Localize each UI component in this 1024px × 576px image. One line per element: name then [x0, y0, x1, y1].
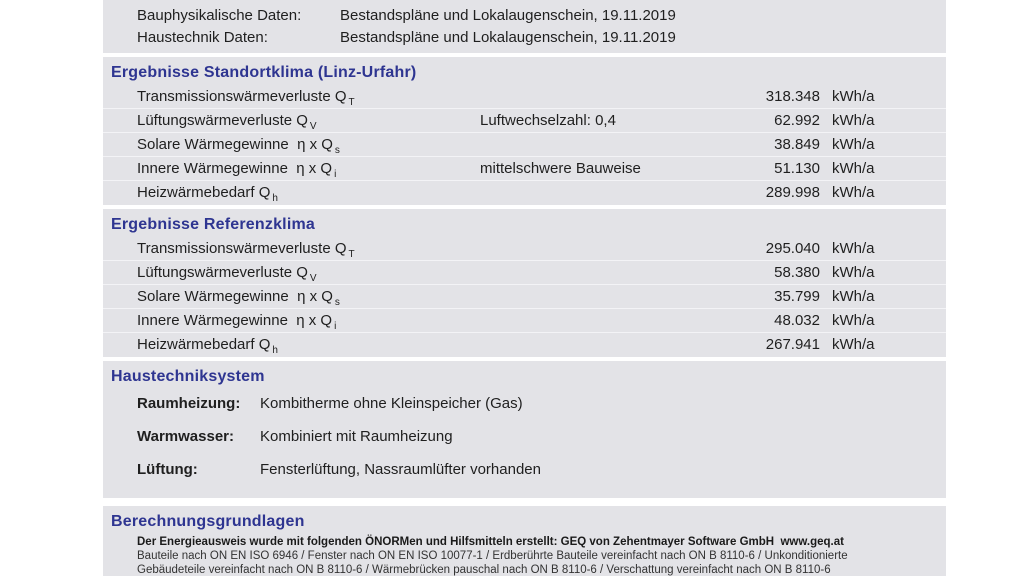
meta-row: Haustechnik Daten: Bestandspläne und Lok…	[103, 27, 946, 49]
row-value: 318.348	[765, 88, 820, 105]
row-unit: kWh/a	[832, 288, 875, 305]
row-unit: kWh/a	[832, 264, 875, 281]
row-unit: kWh/a	[832, 240, 875, 257]
row-subscript: V	[309, 121, 317, 132]
row-unit: kWh/a	[832, 136, 875, 153]
row-unit: kWh/a	[832, 88, 875, 105]
row-subscript: s	[334, 145, 340, 156]
row-value: 58.380	[774, 264, 820, 281]
haustechnik-row: Lüftung: Fensterlüftung, Nassraumlüfter …	[103, 455, 946, 488]
section-referenzklima: Ergebnisse Referenzklima Transmissionswä…	[103, 209, 946, 357]
row-subscript: i	[334, 169, 337, 180]
row-label: Innere Wärmegewinne η x Q	[137, 312, 333, 329]
berechnung-norm-line: Gebäudeteile vereinfacht nach ON B 8110-…	[137, 563, 831, 576]
row-label: Transmissionswärmeverluste Q	[137, 88, 347, 105]
row-value: 289.998	[765, 184, 820, 201]
row-value: 62.992	[774, 112, 820, 129]
berechnung-tools-line: Der Energieausweis wurde mit folgenden Ö…	[137, 536, 844, 548]
section-title-referenzklima: Ergebnisse Referenzklima	[111, 216, 315, 233]
row-subscript: h	[272, 345, 278, 356]
row-label: Heizwärmebedarf Q	[137, 336, 271, 353]
meta-label: Haustechnik Daten:	[137, 29, 268, 46]
row-unit: kWh/a	[832, 312, 875, 329]
haustechnik-row: Warmwasser: Kombiniert mit Raumheizung	[103, 422, 946, 455]
row-label: Lüftungswärmeverluste Q	[137, 112, 308, 129]
row-label: Solare Wärmegewinne η x Q	[137, 136, 333, 153]
row-value: 51.130	[774, 160, 820, 177]
row-note: mittelschwere Bauweise	[480, 160, 641, 177]
section-title-standortklima: Ergebnisse Standortklima (Linz-Urfahr)	[111, 64, 417, 81]
row-subscript: T	[348, 249, 355, 260]
row-value: 267.941	[765, 336, 820, 353]
section-title-haustechniksystem: Haustechniksystem	[111, 368, 265, 385]
section-berechnungsgrundlagen: Berechnungsgrundlagen Der Energieausweis…	[103, 506, 946, 576]
haustechnik-row: Raumheizung: Kombitherme ohne Kleinspeic…	[103, 389, 946, 422]
row-subscript: h	[272, 193, 278, 204]
section-datenquellen: Bauphysikalische Daten: Bestandspläne un…	[103, 0, 946, 53]
row-value: 295.040	[765, 240, 820, 257]
document-content: Bauphysikalische Daten: Bestandspläne un…	[103, 0, 946, 576]
row-unit: kWh/a	[832, 112, 875, 129]
haustechnik-label: Warmwasser:	[137, 428, 234, 445]
row-subscript: T	[348, 97, 355, 108]
row-label: Innere Wärmegewinne η x Q	[137, 160, 333, 177]
section-haustechniksystem: Haustechniksystem Raumheizung: Kombither…	[103, 361, 946, 498]
row-value: 35.799	[774, 288, 820, 305]
haustechnik-value: Kombitherme ohne Kleinspeicher (Gas)	[260, 395, 523, 412]
haustechnik-label: Raumheizung:	[137, 395, 241, 412]
row-label: Solare Wärmegewinne η x Q	[137, 288, 333, 305]
row-subscript: V	[309, 273, 317, 284]
section-title-berechnungsgrundlagen: Berechnungsgrundlagen	[111, 513, 305, 530]
haustechnik-value: Fensterlüftung, Nassraumlüfter vorhanden	[260, 461, 541, 478]
row-label: Heizwärmebedarf Q	[137, 184, 271, 201]
row-unit: kWh/a	[832, 160, 875, 177]
haustechnik-value: Kombiniert mit Raumheizung	[260, 428, 453, 445]
row-subscript: i	[334, 321, 337, 332]
row-value: 38.849	[774, 136, 820, 153]
meta-label: Bauphysikalische Daten:	[137, 7, 302, 24]
row-label: Transmissionswärmeverluste Q	[137, 240, 347, 257]
meta-row: Bauphysikalische Daten: Bestandspläne un…	[103, 5, 946, 27]
row-unit: kWh/a	[832, 184, 875, 201]
berechnung-norm-line: Bauteile nach ON EN ISO 6946 / Fenster n…	[137, 550, 848, 562]
row-value: 48.032	[774, 312, 820, 329]
meta-value: Bestandspläne und Lokalaugenschein, 19.1…	[340, 7, 676, 24]
section-standortklima: Ergebnisse Standortklima (Linz-Urfahr) T…	[103, 57, 946, 205]
row-unit: kWh/a	[832, 336, 875, 353]
row-subscript: s	[334, 297, 340, 308]
row-label: Lüftungswärmeverluste Q	[137, 264, 308, 281]
row-note: Luftwechselzahl: 0,4	[480, 112, 616, 129]
meta-value: Bestandspläne und Lokalaugenschein, 19.1…	[340, 29, 676, 46]
haustechnik-label: Lüftung:	[137, 461, 198, 478]
